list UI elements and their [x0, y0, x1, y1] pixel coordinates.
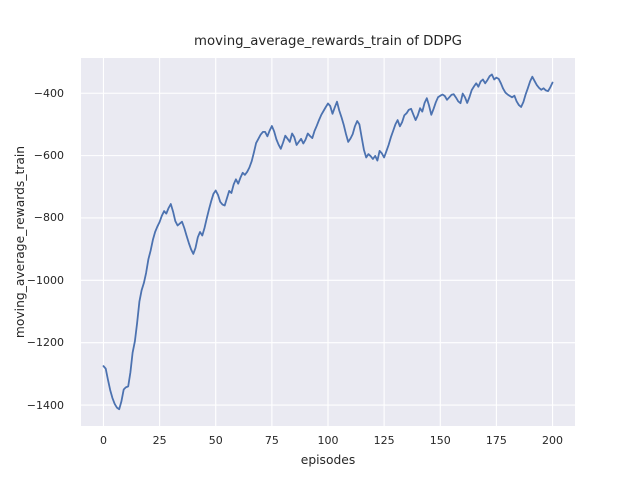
series-line-moving_average_rewards_train — [102, 73, 554, 411]
x-axis-ticks: 0 25 50 75 100 125 150 175 200 — [81, 426, 575, 450]
x-tick-label: 50 — [208, 434, 223, 447]
y-tick-label: −1400 — [26, 398, 64, 412]
y-tick-label: −400 — [33, 86, 64, 100]
x-tick-label: 150 — [429, 434, 451, 447]
x-tick-label: 75 — [264, 434, 279, 447]
chart-canvas — [81, 58, 575, 426]
x-axis-label: episodes — [300, 453, 356, 467]
x-tick-label: 0 — [99, 434, 107, 447]
y-axis-ticks: −400 −600 −800 −1000 −1200 −1400 — [0, 58, 64, 426]
y-tick-label: −800 — [33, 211, 64, 225]
x-tick-label: 25 — [152, 434, 167, 447]
plot-area — [81, 58, 575, 426]
x-tick-label: 200 — [542, 434, 564, 447]
y-tick-label: −600 — [33, 149, 64, 163]
x-tick-label: 175 — [485, 434, 507, 447]
x-tick-label: 100 — [317, 434, 339, 447]
chart-title: moving_average_rewards_train of DDPG — [194, 34, 462, 49]
y-tick-label: −1200 — [26, 336, 64, 350]
y-tick-label: −1000 — [26, 273, 64, 287]
x-tick-label: 125 — [373, 434, 395, 447]
